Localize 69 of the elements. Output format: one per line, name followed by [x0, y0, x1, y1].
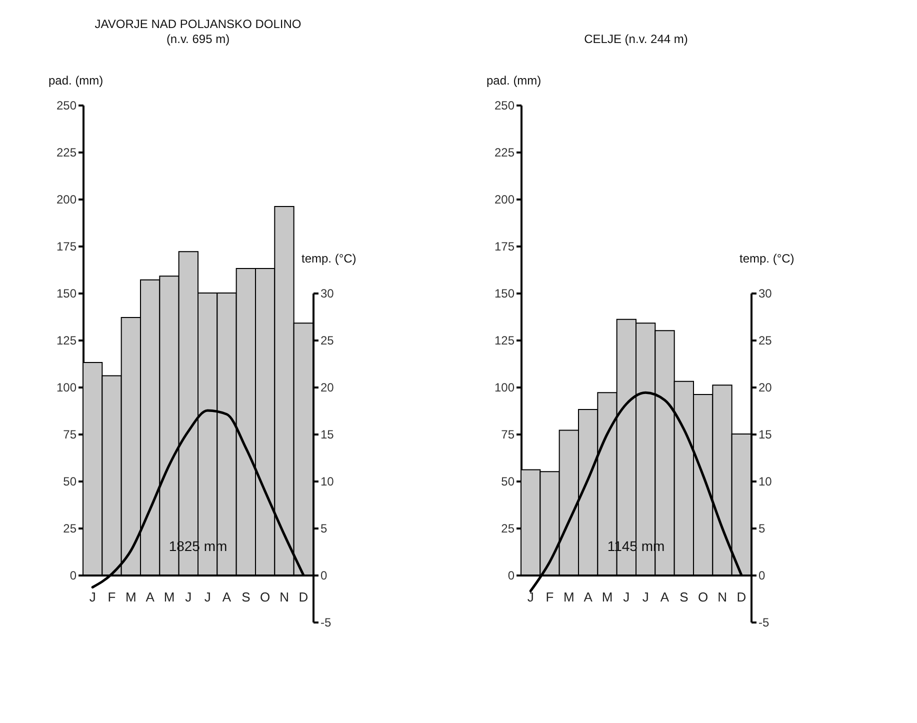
y2-tick-label: -5	[320, 616, 332, 630]
y2-tick-label: 15	[758, 428, 772, 442]
chart-title: CELJE (n.v. 244 m)	[584, 32, 688, 46]
y-tick-label: 200	[56, 192, 77, 206]
y2-tick-label: -5	[758, 616, 770, 630]
x-tick-label: S	[242, 590, 251, 604]
y2-tick-label: 15	[320, 428, 334, 442]
x-tick-label: M	[164, 590, 175, 604]
x-tick-label: J	[623, 590, 630, 604]
x-tick-label: N	[718, 590, 727, 604]
y-tick-label: 25	[63, 522, 77, 536]
y2-axis-title: temp. (°C)	[302, 252, 356, 266]
y-tick-label: 175	[494, 240, 515, 254]
x-tick-label: F	[546, 590, 554, 604]
y2-tick-label: 30	[320, 286, 334, 300]
x-tick-label: J	[185, 590, 192, 604]
y2-tick-label: 10	[320, 474, 334, 488]
y-tick-label: 25	[501, 522, 515, 536]
x-tick-label: A	[222, 590, 232, 604]
y2-tick-label: 0	[320, 568, 328, 582]
x-tick-label: N	[280, 590, 289, 604]
x-tick-label: F	[108, 590, 116, 604]
y2-tick-label: 25	[320, 334, 334, 348]
y-tick-label: 150	[56, 286, 77, 300]
y-axis-title: pad. (mm)	[486, 74, 542, 88]
y-tick-label: 0	[70, 568, 77, 582]
x-tick-label: A	[584, 590, 593, 604]
y-tick-label: 75	[63, 428, 77, 442]
x-tick-label: J	[89, 590, 96, 604]
x-tick-label: O	[260, 590, 270, 604]
y2-tick-label: 10	[758, 474, 772, 488]
chart-title: JAVORJE NAD POLJANSKO DOLINO	[94, 17, 302, 31]
y-tick-label: 100	[56, 380, 77, 394]
y-tick-label: 50	[63, 474, 77, 488]
y2-tick-label: 5	[320, 522, 328, 536]
y-tick-label: 250	[56, 98, 77, 112]
x-tick-label: D	[298, 590, 308, 604]
y-tick-label: 75	[501, 428, 515, 442]
y2-tick-label: 20	[320, 380, 334, 394]
y-tick-label: 175	[56, 240, 77, 254]
y2-tick-label: 30	[758, 286, 772, 300]
y2-tick-label: 20	[758, 380, 772, 394]
x-tick-label: A	[660, 590, 670, 604]
y-tick-label: 250	[494, 98, 515, 112]
y-tick-label: 50	[501, 474, 515, 488]
x-tick-label: O	[698, 590, 708, 604]
x-tick-label: J	[527, 590, 534, 604]
y-axis-title: pad. (mm)	[48, 74, 104, 88]
x-tick-label: J	[642, 590, 649, 604]
x-tick-label: J	[204, 590, 211, 604]
y2-tick-label: 0	[758, 568, 766, 582]
x-tick-label: M	[125, 590, 136, 604]
y2-tick-label: 5	[758, 522, 766, 536]
y-tick-label: 225	[56, 146, 77, 160]
y-tick-label: 125	[56, 334, 77, 348]
y2-tick-label: 25	[758, 334, 772, 348]
x-tick-label: A	[146, 590, 155, 604]
y2-axis-title: temp. (°C)	[740, 252, 794, 266]
x-tick-label: M	[563, 590, 574, 604]
x-tick-label: M	[602, 590, 613, 604]
y-tick-label: 200	[494, 192, 515, 206]
chart-subtitle: (n.v. 695 m)	[166, 32, 230, 46]
y-tick-label: 125	[494, 334, 515, 348]
y-tick-label: 100	[494, 380, 515, 394]
y-tick-label: 150	[494, 286, 515, 300]
x-tick-label: D	[736, 590, 746, 604]
x-tick-label: S	[680, 590, 689, 604]
y-tick-label: 0	[508, 568, 515, 582]
y-tick-label: 225	[494, 146, 515, 160]
